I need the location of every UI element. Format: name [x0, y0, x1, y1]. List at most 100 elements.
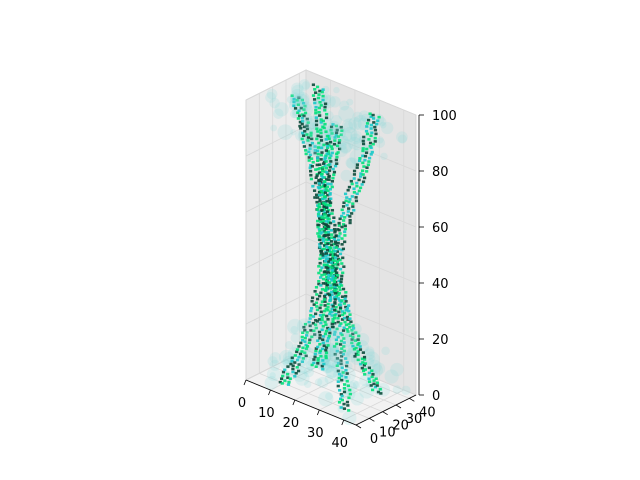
voxel — [332, 170, 337, 174]
voxel — [335, 271, 339, 275]
voxel — [317, 330, 322, 334]
haze-point — [342, 126, 358, 143]
voxel — [326, 172, 330, 176]
y-tick — [382, 411, 388, 416]
voxel — [370, 131, 374, 135]
voxel — [329, 145, 334, 148]
voxel — [316, 152, 320, 156]
voxel — [338, 306, 343, 310]
voxel — [316, 232, 320, 235]
voxel — [330, 179, 335, 183]
voxel — [341, 205, 346, 208]
voxel — [315, 200, 319, 204]
voxel — [324, 354, 328, 358]
voxel — [324, 149, 329, 152]
voxel — [343, 311, 347, 315]
voxel — [342, 302, 347, 305]
voxel — [338, 389, 342, 392]
voxel — [335, 349, 339, 353]
voxel — [330, 233, 334, 236]
voxel — [343, 224, 347, 228]
haze-point — [346, 157, 359, 170]
voxel — [333, 276, 337, 280]
voxel — [324, 293, 328, 297]
voxel — [314, 312, 318, 316]
voxel — [307, 159, 311, 162]
voxel — [304, 152, 308, 156]
voxel — [288, 377, 292, 381]
voxel — [302, 125, 306, 129]
voxel — [341, 211, 346, 215]
haze-point — [301, 81, 310, 90]
voxel — [319, 354, 323, 358]
voxel — [315, 293, 319, 296]
voxel — [325, 288, 329, 291]
voxel — [333, 302, 337, 305]
haze-point — [353, 115, 369, 131]
voxel — [327, 174, 331, 178]
voxel — [300, 360, 304, 364]
voxel — [333, 223, 337, 227]
voxel — [320, 273, 324, 277]
voxel — [331, 252, 336, 255]
voxel — [333, 269, 337, 272]
voxel — [345, 327, 349, 331]
voxel — [314, 176, 318, 179]
voxel — [334, 263, 338, 266]
haze-point — [291, 82, 304, 95]
voxel — [290, 356, 294, 360]
voxel — [337, 285, 342, 289]
voxel — [340, 333, 344, 337]
voxel — [307, 150, 311, 154]
voxel — [324, 346, 329, 349]
voxel — [321, 341, 325, 345]
haze-point — [379, 121, 387, 129]
voxel — [316, 219, 320, 223]
voxel — [314, 349, 318, 353]
voxel — [317, 214, 321, 218]
voxel — [324, 206, 329, 209]
voxel — [324, 116, 329, 120]
voxel — [326, 276, 331, 280]
voxel — [345, 196, 349, 199]
voxel — [326, 344, 330, 347]
voxel — [293, 374, 297, 378]
voxel — [340, 243, 344, 246]
voxel — [325, 185, 330, 189]
voxel — [361, 154, 365, 158]
voxel — [310, 296, 315, 300]
voxel — [320, 266, 324, 269]
voxel — [332, 227, 337, 231]
voxel — [323, 309, 327, 313]
voxel — [342, 265, 346, 268]
voxel — [313, 181, 318, 185]
voxel — [316, 130, 320, 133]
voxel — [315, 297, 320, 301]
voxel — [307, 156, 311, 159]
voxel — [321, 335, 326, 338]
voxel — [355, 166, 359, 169]
voxel — [340, 214, 344, 218]
voxel — [319, 310, 323, 314]
voxel — [297, 109, 301, 113]
haze-point — [397, 134, 408, 144]
voxel — [332, 345, 337, 348]
voxel — [320, 169, 325, 173]
voxel — [337, 376, 341, 380]
haze-point — [345, 350, 358, 363]
voxel — [323, 244, 327, 247]
voxel — [332, 242, 336, 246]
grid-line — [245, 237, 417, 284]
voxel — [330, 271, 334, 275]
voxel — [330, 266, 334, 269]
voxel — [346, 330, 350, 333]
haze-point — [290, 129, 297, 136]
voxel — [301, 101, 306, 105]
haze-point — [294, 371, 310, 386]
voxel — [313, 151, 317, 155]
voxel — [314, 111, 318, 115]
voxel — [338, 147, 342, 151]
voxel — [303, 322, 308, 326]
voxel — [340, 347, 344, 350]
voxel — [337, 247, 341, 251]
